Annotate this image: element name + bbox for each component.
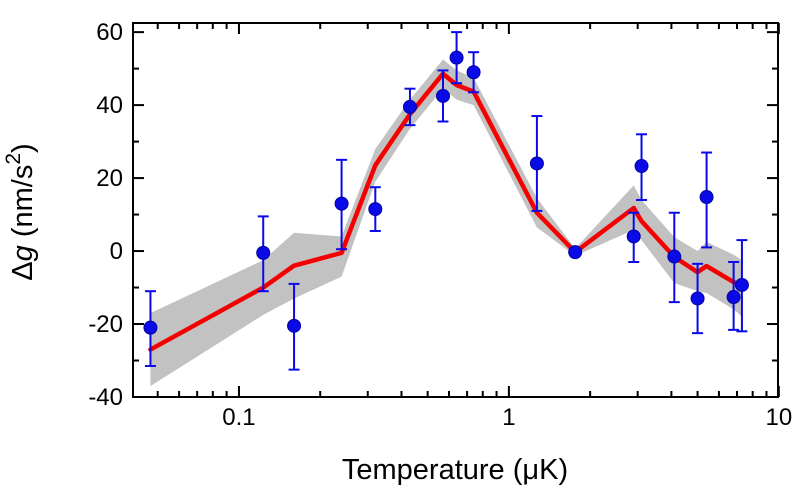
axis-ticks	[133, 23, 780, 398]
data-point-marker	[667, 249, 682, 264]
data-point-marker	[256, 245, 271, 260]
data-point-marker	[402, 99, 417, 114]
data-point-marker	[726, 290, 741, 305]
data-point-marker	[529, 156, 544, 171]
data-point-marker	[690, 291, 705, 306]
data-point-marker	[449, 50, 464, 65]
model-line	[148, 71, 745, 352]
y-tick-label: 40	[96, 92, 123, 119]
y-tick-label: 0	[110, 238, 123, 265]
x-tick-label: 1	[502, 404, 515, 431]
y-tick-label: -20	[88, 311, 123, 338]
data-point-marker	[368, 202, 383, 217]
data-point-marker	[734, 277, 749, 292]
data-point-marker	[143, 320, 158, 335]
data-point-marker	[435, 88, 450, 103]
data-point-marker	[334, 196, 349, 211]
data-point-marker	[287, 318, 302, 333]
y-axis-title: Δg (nm/s2)	[2, 143, 39, 280]
data-point-marker	[568, 245, 583, 260]
y-tick-label: -40	[88, 384, 123, 411]
y-tick-label: 60	[96, 19, 123, 46]
x-tick-label: 0.1	[222, 404, 255, 431]
x-tick-label: 10	[765, 404, 792, 431]
data-points	[143, 50, 749, 335]
data-point-marker	[466, 65, 481, 80]
y-tick-label: 20	[96, 165, 123, 192]
confidence-band	[150, 59, 742, 387]
data-point-marker	[626, 229, 641, 244]
axes-frame	[132, 22, 779, 398]
data-point-marker	[699, 190, 714, 205]
data-point-marker	[634, 159, 649, 174]
x-axis-title: Temperature (μK)	[342, 454, 568, 486]
tick-labels: 0.1 1 10 -40 -20 0 20 40 60	[88, 19, 792, 431]
